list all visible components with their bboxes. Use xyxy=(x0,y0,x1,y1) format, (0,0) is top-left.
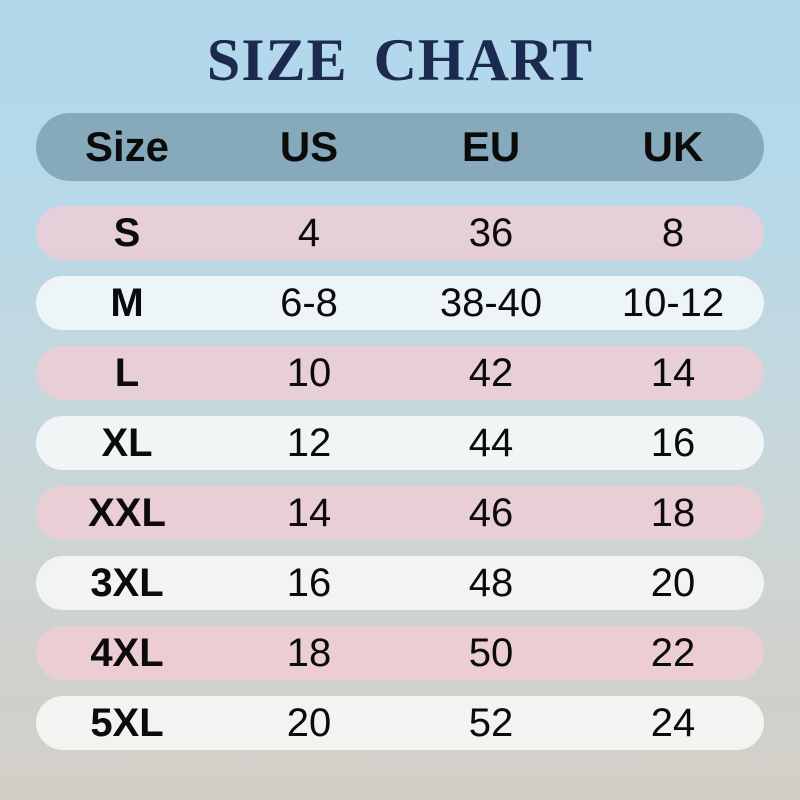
uk-value: 24 xyxy=(650,700,696,745)
table-row-4xl: 4XL 18 50 22 xyxy=(36,626,764,680)
table-row-l: L 10 42 14 xyxy=(36,346,764,400)
table-header-row: Size US EU UK xyxy=(36,113,764,181)
size-label: XXL xyxy=(88,490,166,535)
eu-value: 36 xyxy=(468,210,514,255)
eu-value: 46 xyxy=(468,490,514,535)
header-cell-us: US xyxy=(279,123,339,170)
header-cell-uk: UK xyxy=(642,123,704,170)
size-label: 5XL xyxy=(90,700,164,745)
uk-value: 8 xyxy=(661,210,685,255)
eu-value: 42 xyxy=(468,350,514,395)
us-value: 14 xyxy=(286,490,332,535)
header-cell-eu: EU xyxy=(461,123,521,170)
eu-value: 50 xyxy=(468,630,514,675)
size-label: S xyxy=(113,210,141,255)
table-row-3xl: 3XL 16 48 20 xyxy=(36,556,764,610)
us-value: 12 xyxy=(286,420,332,465)
table-row-5xl: 5XL 20 52 24 xyxy=(36,696,764,750)
uk-value: 14 xyxy=(650,350,696,395)
uk-value: 18 xyxy=(650,490,696,535)
size-chart-table: Size US EU UK S 4 36 8 M 6-8 38-40 10-12… xyxy=(36,113,764,750)
table-row-m: M 6-8 38-40 10-12 xyxy=(36,276,764,330)
eu-value: 52 xyxy=(468,700,514,745)
us-value: 20 xyxy=(286,700,332,745)
uk-value: 10-12 xyxy=(621,280,725,325)
table-row-s: S 4 36 8 xyxy=(36,206,764,260)
uk-value: 22 xyxy=(650,630,696,675)
size-label: 4XL xyxy=(90,630,164,675)
page-title: SIZE CHART xyxy=(206,27,594,93)
uk-value: 20 xyxy=(650,560,696,605)
size-label: M xyxy=(110,280,144,325)
header-cell-size: Size xyxy=(84,123,170,170)
eu-value: 48 xyxy=(468,560,514,605)
eu-value: 44 xyxy=(468,420,514,465)
us-value: 4 xyxy=(297,210,321,255)
table-row-xxl: XXL 14 46 18 xyxy=(36,486,764,540)
size-label: L xyxy=(114,350,140,395)
size-label: 3XL xyxy=(90,560,164,605)
size-label: XL xyxy=(101,420,153,465)
us-value: 10 xyxy=(286,350,332,395)
eu-value: 38-40 xyxy=(439,280,543,325)
us-value: 6-8 xyxy=(280,280,338,325)
table-row-xl: XL 12 44 16 xyxy=(36,416,764,470)
us-value: 16 xyxy=(286,560,332,605)
us-value: 18 xyxy=(286,630,332,675)
uk-value: 16 xyxy=(650,420,696,465)
